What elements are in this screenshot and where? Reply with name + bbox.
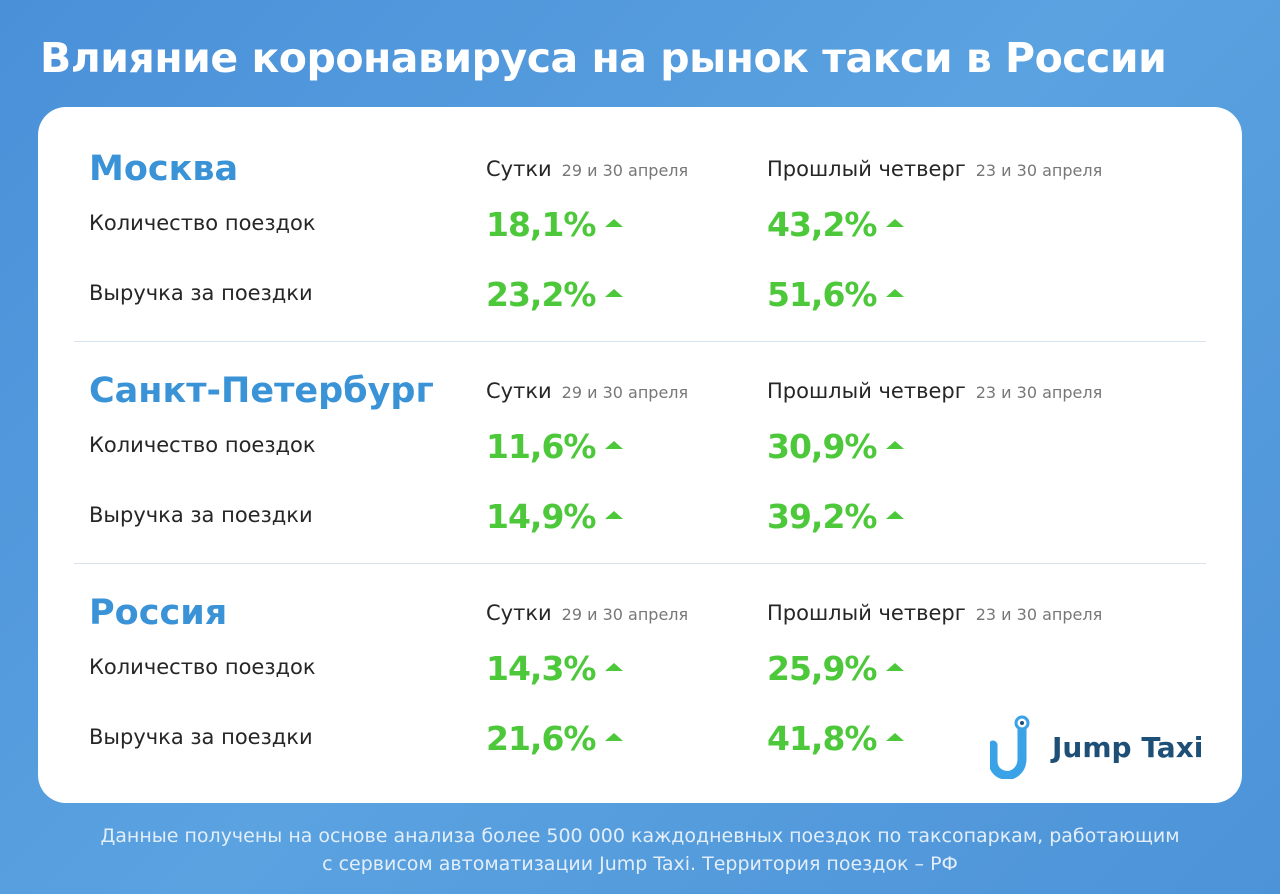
city-section-russia: Россия Сутки 29 и 30 апреля Прошлый четве… <box>38 551 1242 773</box>
period-name: Прошлый четверг <box>767 157 966 181</box>
city-name: Москва <box>89 149 239 189</box>
arrow-up-icon <box>885 510 904 519</box>
arrow-up-icon <box>604 732 623 741</box>
stats-card: Москва Сутки 29 и 30 апреля Прошлый четве… <box>38 107 1242 803</box>
value-text: 39,2% <box>767 497 877 536</box>
row-label-revenue: Выручка за поездки <box>89 281 313 305</box>
period-name: Сутки <box>486 379 552 403</box>
footnote-line-2: с сервисом автоматизации Jump Taxi. Терр… <box>322 853 958 875</box>
arrow-up-icon <box>604 288 623 297</box>
period-name: Сутки <box>486 601 552 625</box>
value-revenue-day: 21,6% <box>486 719 623 758</box>
period-date: 29 и 30 апреля <box>561 605 689 624</box>
value-text: 43,2% <box>767 205 877 244</box>
row-label-trips: Количество поездок <box>89 433 316 457</box>
row-label-trips: Количество поездок <box>89 655 316 679</box>
period-header-last-thursday: Прошлый четверг 23 и 30 апреля <box>767 601 1102 625</box>
period-name: Прошлый четверг <box>767 601 966 625</box>
value-text: 51,6% <box>767 275 877 314</box>
arrow-up-icon <box>885 288 904 297</box>
city-section-moscow: Москва Сутки 29 и 30 апреля Прошлый четве… <box>38 107 1242 329</box>
arrow-up-icon <box>604 662 623 671</box>
value-revenue-last-thursday: 41,8% <box>767 719 904 758</box>
value-text: 14,9% <box>486 497 596 536</box>
row-label-trips: Количество поездок <box>89 211 316 235</box>
jump-taxi-logo-icon <box>990 715 1030 779</box>
period-header-day: Сутки 29 и 30 апреля <box>486 601 688 625</box>
value-text: 21,6% <box>486 719 596 758</box>
period-header-last-thursday: Прошлый четверг 23 и 30 апреля <box>767 157 1102 181</box>
value-trips-last-thursday: 25,9% <box>767 649 904 688</box>
value-trips-last-thursday: 43,2% <box>767 205 904 244</box>
period-date: 23 и 30 апреля <box>975 383 1103 402</box>
logo-text: Jump Taxi <box>1052 731 1204 764</box>
footnote-line-1: Данные получены на основе анализа более … <box>100 825 1180 847</box>
value-revenue-day: 14,9% <box>486 497 623 536</box>
value-text: 18,1% <box>486 205 596 244</box>
value-text: 25,9% <box>767 649 877 688</box>
value-trips-day: 18,1% <box>486 205 623 244</box>
period-header-day: Сутки 29 и 30 апреля <box>486 157 688 181</box>
value-text: 23,2% <box>486 275 596 314</box>
row-label-revenue: Выручка за поездки <box>89 725 313 749</box>
footnote: Данные получены на основе анализа более … <box>0 822 1280 878</box>
arrow-up-icon <box>604 218 623 227</box>
section-divider <box>74 563 1206 564</box>
value-trips-last-thursday: 30,9% <box>767 427 904 466</box>
value-text: 41,8% <box>767 719 877 758</box>
value-trips-day: 14,3% <box>486 649 623 688</box>
period-date: 29 и 30 апреля <box>561 383 689 402</box>
value-text: 30,9% <box>767 427 877 466</box>
period-date: 29 и 30 апреля <box>561 161 689 180</box>
arrow-up-icon <box>885 732 904 741</box>
period-header-last-thursday: Прошлый четверг 23 и 30 апреля <box>767 379 1102 403</box>
period-name: Сутки <box>486 157 552 181</box>
arrow-up-icon <box>885 218 904 227</box>
value-revenue-last-thursday: 39,2% <box>767 497 904 536</box>
arrow-up-icon <box>885 440 904 449</box>
period-header-day: Сутки 29 и 30 апреля <box>486 379 688 403</box>
city-name: Россия <box>89 593 228 633</box>
period-date: 23 и 30 апреля <box>975 161 1103 180</box>
period-date: 23 и 30 апреля <box>975 605 1103 624</box>
page-title: Влияние коронавируса на рынок такси в Ро… <box>40 34 1167 82</box>
value-text: 11,6% <box>486 427 596 466</box>
jump-taxi-logo: Jump Taxi <box>990 715 1210 779</box>
arrow-up-icon <box>604 510 623 519</box>
row-label-revenue: Выручка за поездки <box>89 503 313 527</box>
city-name: Санкт-Петербург <box>89 371 434 411</box>
period-name: Прошлый четверг <box>767 379 966 403</box>
arrow-up-icon <box>604 440 623 449</box>
value-revenue-day: 23,2% <box>486 275 623 314</box>
value-text: 14,3% <box>486 649 596 688</box>
city-section-saint-petersburg: Санкт-Петербург Сутки 29 и 30 апреля Прош… <box>38 329 1242 551</box>
section-divider <box>74 341 1206 342</box>
value-revenue-last-thursday: 51,6% <box>767 275 904 314</box>
arrow-up-icon <box>885 662 904 671</box>
value-trips-day: 11,6% <box>486 427 623 466</box>
